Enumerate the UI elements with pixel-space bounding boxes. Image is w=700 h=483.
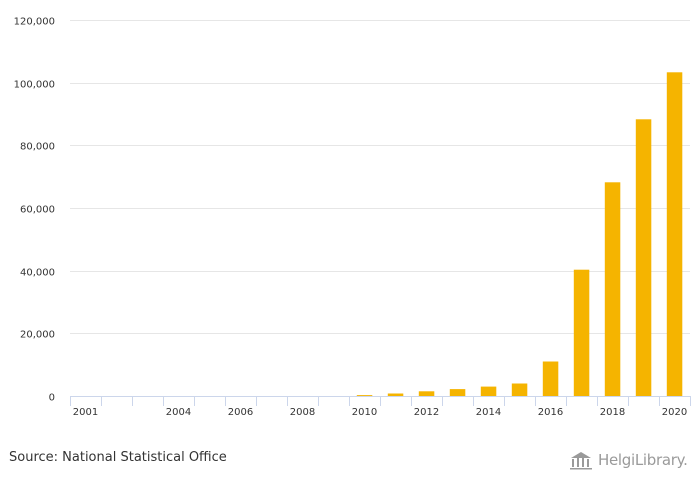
- x-tick-label: 2001: [73, 407, 98, 418]
- bar-2019[interactable]: [635, 119, 652, 397]
- x-tick-label: 2008: [290, 407, 315, 418]
- y-tick-label: 80,000: [20, 142, 55, 153]
- y-tick-label: 0: [49, 393, 55, 404]
- bar-2018[interactable]: [604, 182, 621, 396]
- bar-2013[interactable]: [449, 389, 466, 396]
- x-tick-label: 2012: [414, 407, 439, 418]
- x-tick-label: 2018: [600, 407, 625, 418]
- library-building-icon: [570, 452, 592, 470]
- y-tick-label: 20,000: [20, 330, 55, 341]
- y-axis-ticks: 0 20,000 40,000 60,000 80,000 100,000 120,000: [14, 17, 55, 404]
- bar-2015[interactable]: [511, 383, 528, 397]
- bar-2017[interactable]: [573, 269, 590, 396]
- x-tick-label: 2020: [662, 407, 687, 418]
- x-tick-label: 2004: [166, 407, 191, 418]
- bar-2016[interactable]: [542, 361, 559, 397]
- bar-2011[interactable]: [387, 393, 404, 397]
- bar-2014[interactable]: [480, 386, 497, 396]
- y-tick-label: 120,000: [14, 17, 55, 28]
- x-tick-label: 2014: [476, 407, 501, 418]
- x-axis: 2001 2004 2006 2008 2010 2012 2014 2016 2018 2020: [70, 396, 691, 418]
- x-tick-label: 2006: [228, 407, 253, 418]
- bar-2010[interactable]: [356, 395, 373, 396]
- y-tick-label: 40,000: [20, 268, 55, 279]
- gridlines: [70, 20, 690, 334]
- bar-2020[interactable]: [666, 72, 683, 397]
- source-note: Source: National Statistical Office: [9, 450, 227, 465]
- bar-chart: 020,00040,00060,00080,000100,000120,000 …: [14, 17, 691, 418]
- logo-text: HelgiLibrary.: [598, 451, 688, 469]
- bar-2012[interactable]: [418, 391, 435, 396]
- x-tick-label: 2016: [538, 407, 563, 418]
- helgi-library-logo: HelgiLibrary.: [568, 449, 688, 471]
- bars: [356, 72, 683, 397]
- y-tick-label: 60,000: [20, 205, 55, 216]
- y-tick-label: 100,000: [14, 80, 55, 91]
- x-tick-label: 2010: [352, 407, 377, 418]
